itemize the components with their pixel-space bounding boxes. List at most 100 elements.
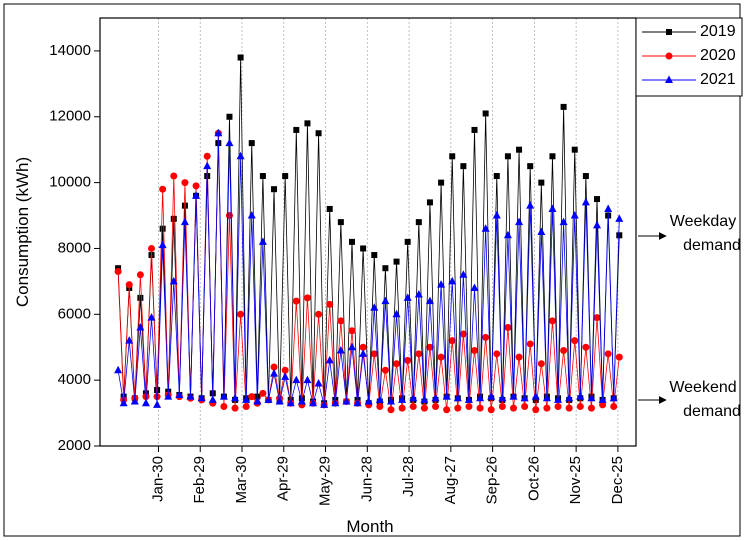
data-point bbox=[437, 280, 446, 288]
data-point bbox=[587, 393, 596, 402]
data-point bbox=[503, 230, 512, 239]
data-point bbox=[159, 225, 166, 232]
data-point bbox=[442, 392, 451, 400]
data-point bbox=[264, 395, 273, 403]
data-point bbox=[415, 350, 423, 358]
legend-label: 2019 bbox=[700, 23, 736, 40]
x-tick-label: Sep-26 bbox=[484, 456, 501, 504]
data-point bbox=[181, 179, 189, 187]
data-point bbox=[292, 297, 300, 305]
data-point bbox=[147, 313, 156, 321]
data-point bbox=[181, 202, 188, 209]
data-point bbox=[293, 126, 300, 133]
data-point bbox=[348, 238, 355, 245]
data-point bbox=[376, 402, 384, 410]
data-point bbox=[393, 360, 401, 368]
data-point bbox=[393, 258, 400, 265]
data-point bbox=[297, 397, 306, 405]
data-point bbox=[431, 393, 440, 402]
data-point bbox=[337, 219, 344, 226]
x-tick-label: Jul-28 bbox=[400, 456, 417, 497]
data-point bbox=[259, 173, 266, 180]
data-point bbox=[498, 393, 507, 402]
data-point bbox=[599, 401, 607, 409]
data-point bbox=[197, 393, 206, 402]
data-point bbox=[537, 227, 546, 235]
data-point bbox=[437, 353, 445, 361]
x-axis-label: Month bbox=[346, 517, 393, 536]
data-point bbox=[420, 404, 428, 412]
data-point bbox=[219, 392, 228, 400]
data-point bbox=[247, 211, 256, 219]
data-point bbox=[286, 398, 295, 407]
data-point bbox=[470, 283, 479, 291]
data-point bbox=[382, 265, 389, 272]
data-point bbox=[515, 353, 523, 361]
data-point bbox=[409, 393, 418, 402]
data-point bbox=[303, 294, 311, 302]
data-point bbox=[432, 402, 440, 410]
data-point bbox=[331, 398, 340, 407]
data-point bbox=[570, 211, 579, 219]
data-point bbox=[175, 390, 184, 398]
data-point bbox=[125, 281, 133, 289]
data-point bbox=[281, 366, 289, 374]
data-point bbox=[114, 365, 123, 374]
data-point bbox=[398, 395, 407, 403]
data-point bbox=[560, 347, 568, 355]
x-tick-label: Mar-30 bbox=[233, 456, 250, 504]
data-point bbox=[392, 309, 401, 318]
data-point bbox=[526, 201, 535, 209]
series bbox=[115, 54, 623, 407]
data-point bbox=[371, 252, 378, 259]
x-tick-label: Aug-27 bbox=[442, 456, 459, 504]
y-tick-label: 2000 bbox=[58, 437, 91, 454]
x-tick-label: Oct-26 bbox=[525, 456, 542, 501]
data-point bbox=[598, 395, 607, 403]
data-point bbox=[521, 402, 529, 410]
data-point bbox=[537, 360, 545, 368]
data-point bbox=[169, 276, 178, 285]
data-point bbox=[282, 173, 289, 180]
data-point bbox=[270, 369, 279, 377]
data-point bbox=[581, 197, 590, 206]
data-point bbox=[531, 392, 540, 400]
data-point bbox=[554, 395, 563, 403]
data-point bbox=[236, 151, 245, 160]
data-point bbox=[448, 337, 456, 345]
data-point bbox=[386, 397, 395, 405]
data-point bbox=[180, 217, 189, 226]
data-point bbox=[119, 398, 128, 407]
data-point bbox=[532, 406, 540, 414]
data-point bbox=[487, 392, 496, 400]
data-point bbox=[426, 343, 434, 351]
data-point bbox=[314, 378, 323, 387]
data-point bbox=[443, 406, 451, 414]
data-point bbox=[359, 343, 367, 351]
data-point bbox=[548, 204, 557, 212]
data-point bbox=[186, 392, 195, 400]
data-point bbox=[571, 337, 579, 345]
data-point bbox=[315, 310, 323, 318]
data-point bbox=[610, 402, 618, 410]
data-point bbox=[237, 310, 245, 318]
x-tick-label: May-29 bbox=[317, 456, 334, 506]
data-point bbox=[504, 323, 512, 331]
data-point bbox=[492, 211, 501, 219]
data-point bbox=[560, 103, 567, 110]
legend-box bbox=[635, 17, 743, 97]
data-point bbox=[381, 296, 390, 305]
data-point bbox=[315, 130, 322, 137]
data-point bbox=[142, 393, 150, 401]
data-point bbox=[370, 303, 379, 311]
y-tick-label: 12000 bbox=[49, 108, 91, 125]
data-point bbox=[325, 355, 334, 364]
data-point bbox=[403, 293, 412, 301]
data-point bbox=[225, 138, 234, 147]
data-point bbox=[337, 317, 345, 325]
data-point bbox=[220, 402, 228, 410]
x-tick-label: Nov-25 bbox=[567, 456, 584, 504]
x-tick-label: Jun-28 bbox=[358, 456, 375, 502]
data-point bbox=[482, 110, 489, 117]
